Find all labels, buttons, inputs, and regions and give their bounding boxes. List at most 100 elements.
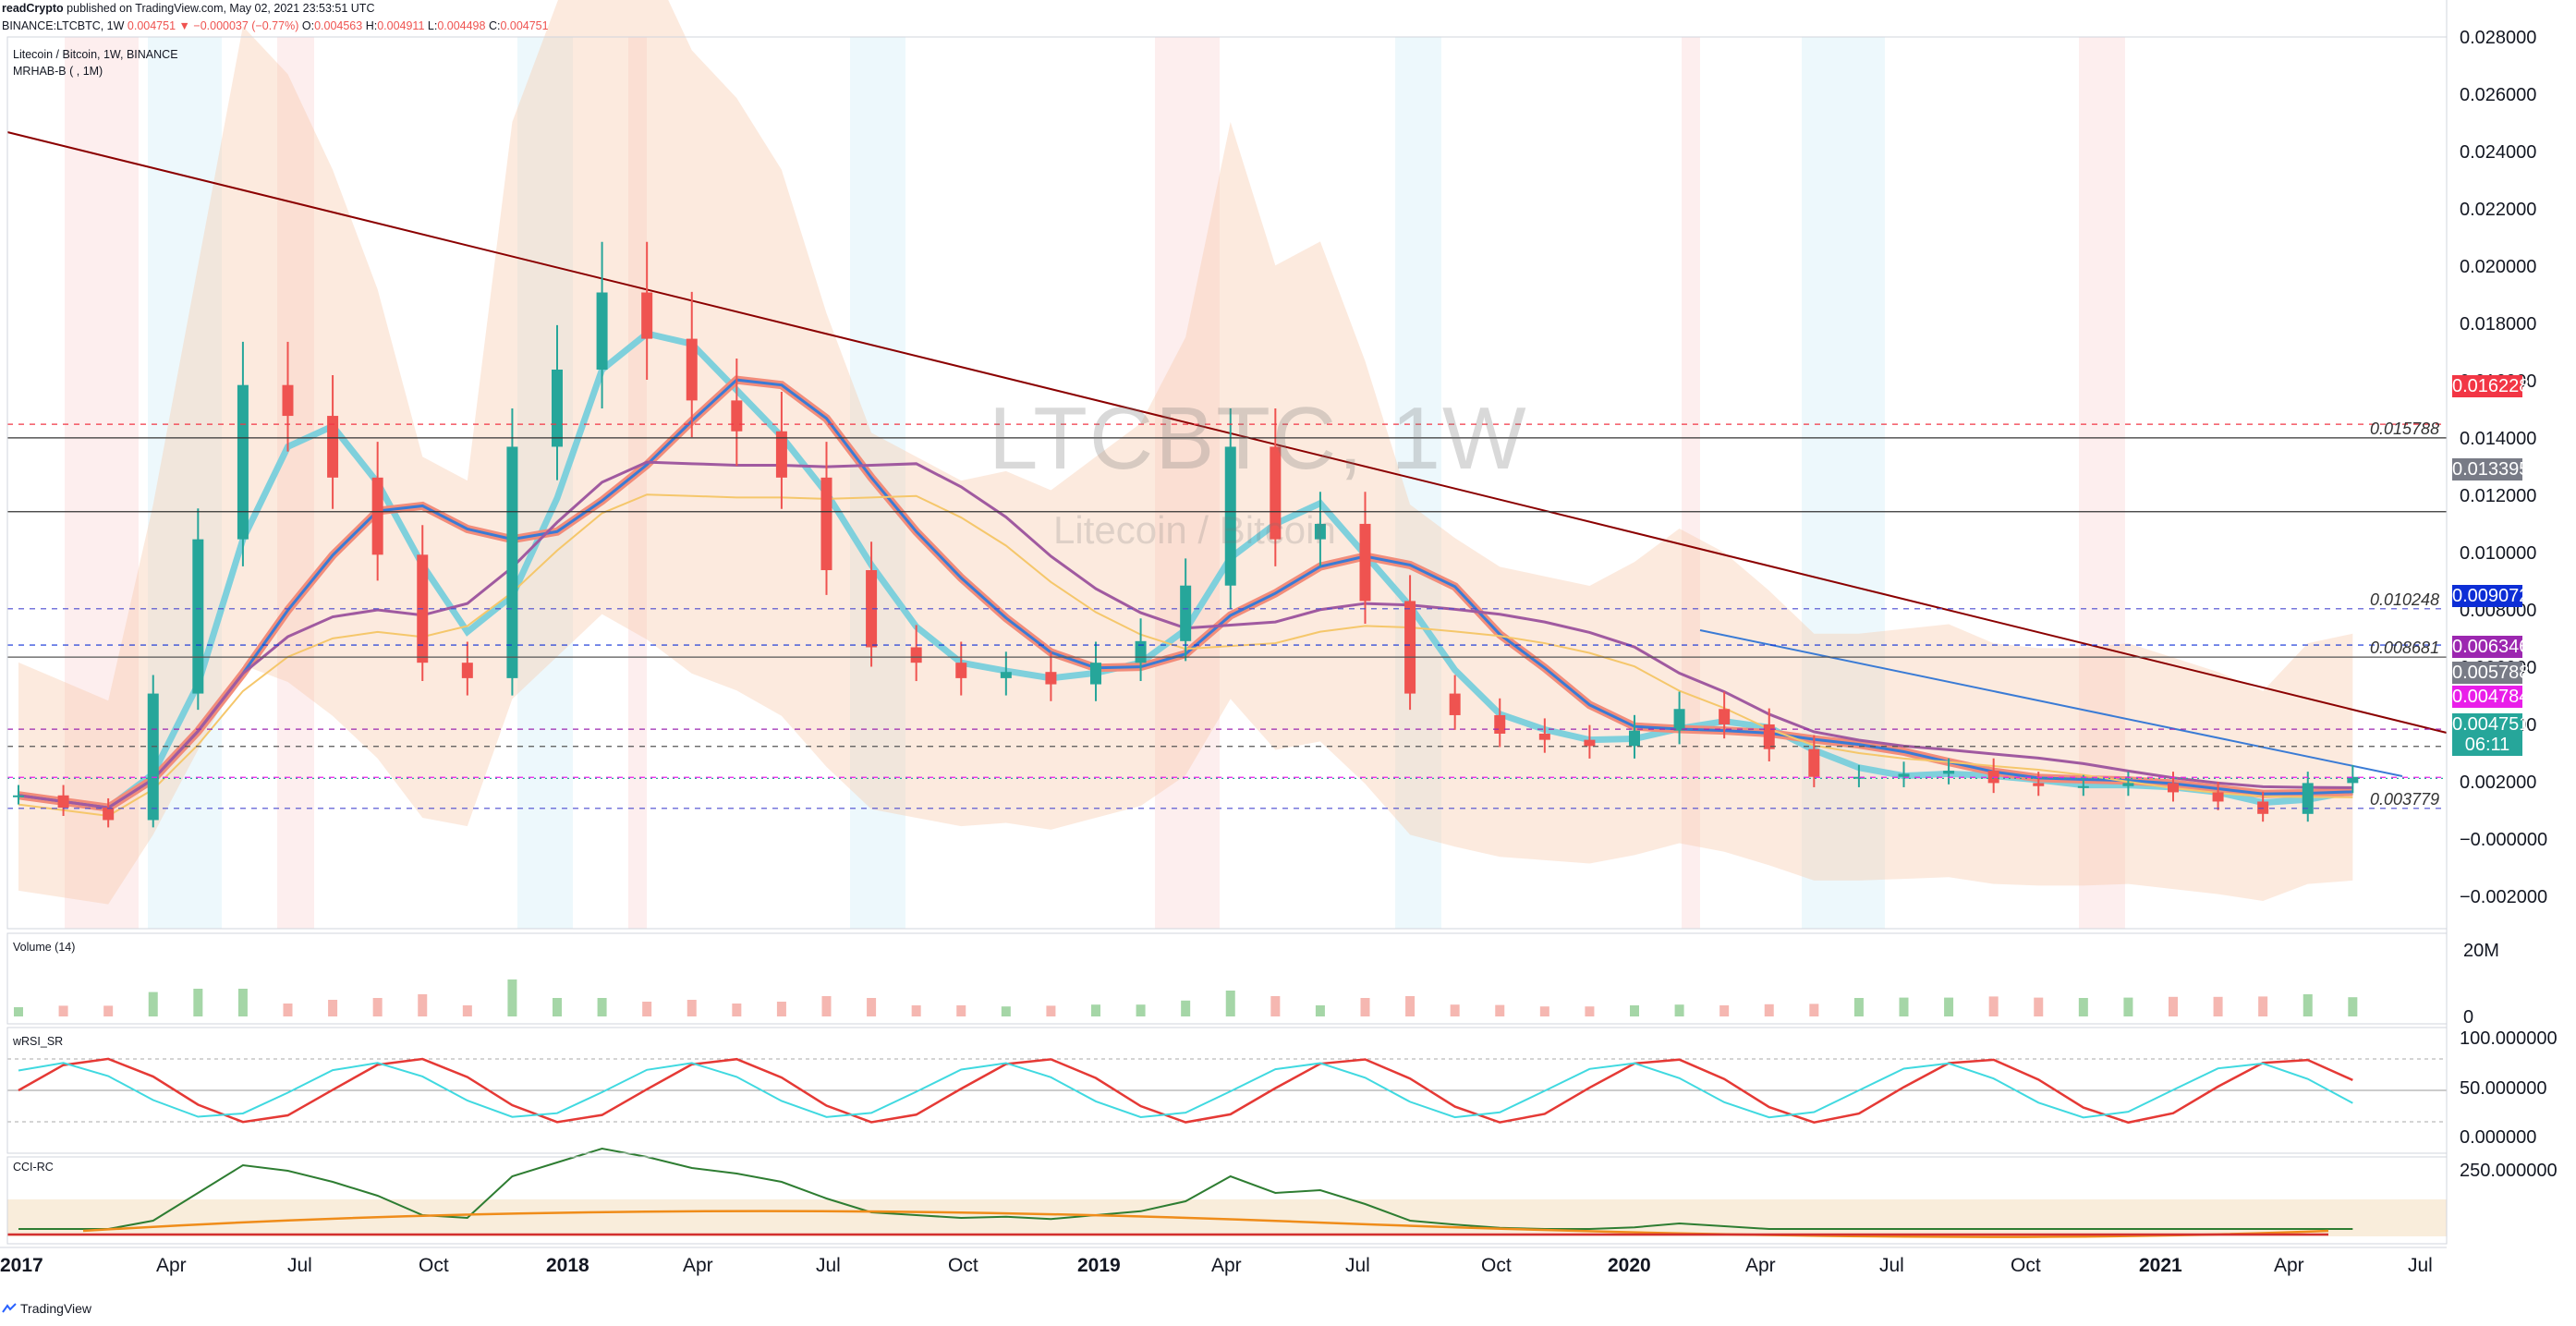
volume-bar xyxy=(1136,1004,1146,1016)
high-label: H: xyxy=(365,19,378,32)
date-axis-label: Jul xyxy=(287,1255,312,1276)
price-tag: 0.004784 xyxy=(2452,686,2530,708)
candle-body xyxy=(686,338,698,401)
candle-body xyxy=(13,795,24,797)
date-axis-label: Oct xyxy=(1481,1255,1512,1276)
rsi-axis-mid: 50.000000 xyxy=(2460,1078,2547,1099)
candle-body xyxy=(1000,672,1012,678)
volume-axis-min: 0 xyxy=(2463,1007,2474,1028)
low-value: 0.004498 xyxy=(437,19,486,32)
candle-body xyxy=(1763,724,1775,749)
volume-bar xyxy=(1360,998,1370,1016)
rsi-signal-line xyxy=(18,1062,2353,1119)
volume-legend[interactable]: Volume (14) xyxy=(13,941,76,954)
session-band xyxy=(277,37,314,929)
volume-bar xyxy=(2034,997,2044,1016)
last-price: 0.004751 xyxy=(127,19,176,32)
cci-line xyxy=(18,1147,2353,1230)
down-arrow-icon: ▼ xyxy=(178,19,190,32)
cci-ma-line xyxy=(82,1210,2329,1238)
candle-body xyxy=(2212,792,2224,802)
rsi-line xyxy=(18,1057,2353,1125)
candle-body xyxy=(1314,523,1326,540)
volume-bar xyxy=(193,989,203,1016)
low-label: L: xyxy=(427,19,438,32)
candle-body xyxy=(2077,785,2089,788)
volume-bar xyxy=(1944,997,1954,1016)
price-axis-label: 0.026000 xyxy=(2460,85,2537,105)
cci-axis-top: 250.000000 xyxy=(2460,1161,2558,1181)
candle-body xyxy=(2302,783,2314,814)
indicator-legend[interactable]: MRHAB-B ( , 1M) xyxy=(13,65,103,78)
publish-header: readCrypto published on TradingView.com,… xyxy=(2,2,374,15)
price-axis-label: 0.012000 xyxy=(2460,486,2537,506)
price-change: −0.000037 (−0.77%) xyxy=(193,19,299,32)
rsi-legend[interactable]: wRSI_SR xyxy=(13,1035,64,1048)
date-axis-label: Apr xyxy=(1211,1255,1242,1276)
volume-bar xyxy=(2213,996,2223,1016)
date-axis-label: Apr xyxy=(156,1255,187,1276)
volume-bar xyxy=(1450,1004,1460,1016)
candle-body xyxy=(820,477,832,571)
volume-bar xyxy=(956,1005,966,1016)
candle-body xyxy=(1808,748,1820,777)
volume-bar xyxy=(1001,1006,1011,1016)
candle-body xyxy=(282,384,294,417)
publisher-name[interactable]: readCrypto xyxy=(2,2,64,15)
session-band xyxy=(65,37,139,929)
rsi-axis-bottom: 0.000000 xyxy=(2460,1127,2537,1148)
candle-body xyxy=(2257,801,2269,814)
volume-bar xyxy=(1315,1005,1325,1016)
volume-bar xyxy=(2169,996,2178,1016)
cci-legend[interactable]: CCI-RC xyxy=(13,1161,54,1174)
volume-axis-max: 20M xyxy=(2463,941,2499,961)
chart-legend-title[interactable]: Litecoin / Bitcoin, 1W, BINANCE xyxy=(13,48,178,61)
candle-body xyxy=(2347,776,2359,784)
tradingview-footer[interactable]: TradingView xyxy=(2,1301,91,1316)
candle-body xyxy=(506,446,518,678)
volume-bar xyxy=(2258,996,2268,1016)
session-band xyxy=(1155,37,1220,929)
volume-bar xyxy=(1809,1004,1819,1016)
rsi-axis-top: 100.000000 xyxy=(2460,1028,2558,1049)
candle-body xyxy=(1943,771,1955,774)
candle-body xyxy=(192,539,204,694)
price-axis-label: 0.022000 xyxy=(2460,200,2537,220)
volume-bar xyxy=(1091,1004,1100,1016)
volume-bar xyxy=(1225,991,1235,1016)
tradingview-logo-icon xyxy=(2,1303,17,1313)
published-text: published on TradingView.com, May 02, 20… xyxy=(63,2,375,15)
volume-bar xyxy=(1719,1005,1730,1016)
volume-bar xyxy=(821,996,832,1016)
candle-body xyxy=(910,647,922,663)
date-axis-label: Jul xyxy=(1345,1255,1370,1276)
symbol-watermark-sub: Litecoin / Bitcoin xyxy=(1053,508,1336,552)
price-tag: 0.005788 xyxy=(2452,662,2530,684)
price-tag: 0.006346 xyxy=(2452,636,2530,658)
candle-body xyxy=(1449,693,1461,715)
price-axis-label: −0.002000 xyxy=(2460,887,2548,907)
volume-bar xyxy=(2348,997,2358,1016)
date-axis-label: 2017 xyxy=(0,1255,43,1276)
cci-zone xyxy=(7,1199,2447,1236)
candle-body xyxy=(57,795,69,809)
session-band xyxy=(628,37,647,929)
candle-body xyxy=(1270,446,1282,540)
volume-bar xyxy=(1270,996,1281,1016)
level-label: 0.008681 xyxy=(2370,639,2440,658)
candle-body xyxy=(866,570,878,648)
candle-body xyxy=(1673,709,1685,731)
volume-bar xyxy=(1988,996,1999,1016)
candle-body xyxy=(1853,776,1865,779)
candle-body xyxy=(1180,585,1192,641)
volume-bar xyxy=(867,998,877,1016)
date-axis-label: Oct xyxy=(2011,1255,2041,1276)
close-label: C: xyxy=(488,19,501,32)
candle-body xyxy=(1359,523,1371,602)
date-axis-label: 2020 xyxy=(1608,1255,1651,1276)
price-tag: 0.016228 xyxy=(2452,375,2530,397)
volume-bar xyxy=(14,1007,23,1016)
level-label: 0.015788 xyxy=(2370,419,2440,438)
volume-bar xyxy=(597,998,607,1016)
